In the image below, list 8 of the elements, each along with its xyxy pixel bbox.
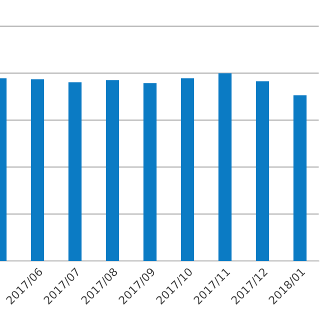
bar	[68, 82, 82, 261]
bar	[218, 73, 232, 261]
bar	[180, 78, 194, 261]
bar	[143, 83, 157, 261]
bar	[293, 95, 307, 261]
bar	[256, 81, 270, 261]
bar	[30, 79, 44, 261]
bar	[106, 80, 120, 261]
